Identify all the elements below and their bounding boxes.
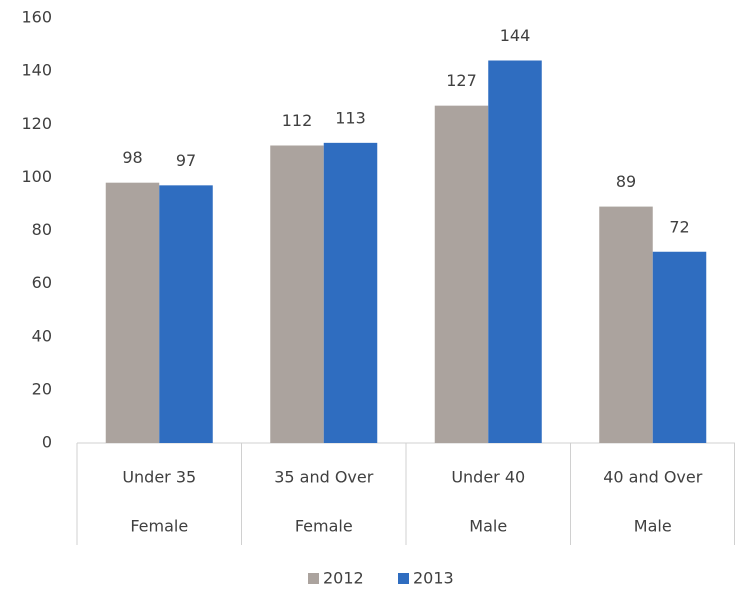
legend-swatch [308,573,319,584]
x-tick-label: Under 40 [451,468,525,487]
legend-label: 2013 [413,569,454,588]
y-tick-label: 20 [32,379,52,398]
x-tick-label: 40 and Over [603,468,703,487]
x-group-label: Female [295,517,353,536]
x-group-label: Female [130,517,188,536]
bar [159,185,213,443]
bar [323,142,378,443]
bar [270,145,324,443]
y-tick-label: 160 [21,8,52,27]
value-label: 144 [500,26,531,45]
value-label: 112 [282,111,313,130]
x-tick-label: 35 and Over [274,468,374,487]
y-tick-label: 80 [32,220,52,239]
value-label: 72 [669,217,689,236]
y-tick-label: 100 [21,167,52,186]
y-tick-label: 40 [32,326,52,345]
value-label: 98 [122,148,142,167]
value-label: 89 [616,172,636,191]
x-group-label: Male [469,517,507,536]
x-tick-label: Under 35 [122,468,196,487]
legend-swatch [398,573,409,584]
value-label: 113 [335,108,366,127]
x-group-label: Male [634,517,672,536]
bar [599,206,653,443]
bar [105,182,160,443]
value-label: 127 [446,71,477,90]
bar [652,251,707,443]
y-tick-label: 120 [21,114,52,133]
bar [488,60,542,443]
y-tick-label: 140 [21,61,52,80]
value-label: 97 [176,151,196,170]
y-tick-label: 60 [32,273,52,292]
bar [434,105,489,443]
y-tick-label: 0 [42,433,52,452]
legend-label: 2012 [323,569,364,588]
